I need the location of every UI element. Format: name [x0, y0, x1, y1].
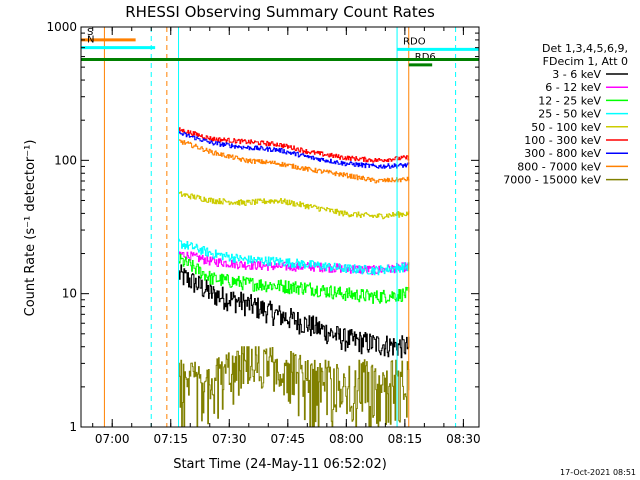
- x-axis-label: Start Time (24-May-11 06:52:02): [173, 457, 387, 472]
- y-axis-label: Count Rate (s⁻¹ detector⁻¹): [23, 140, 38, 317]
- x-tick-label-5: 08:15: [388, 432, 423, 446]
- legend-label-3: 25 - 50 keV: [538, 108, 601, 121]
- y-tick-label-1: 10: [62, 287, 77, 301]
- legend-label-5: 100 - 300 keV: [524, 134, 601, 147]
- x-tick-label-3: 07:45: [271, 432, 306, 446]
- series-line-0: [178, 264, 410, 359]
- series-line-1: [178, 251, 410, 276]
- timestamp: 17-Oct-2021 08:51: [560, 468, 636, 477]
- plot-frame: [80, 26, 480, 428]
- series-line-5: [178, 127, 410, 163]
- flag-label-1: N: [87, 35, 94, 46]
- y-tick-label-2: 100: [54, 153, 77, 167]
- flag-label-2: RDO: [403, 36, 426, 47]
- series-line-3: [178, 238, 410, 276]
- chart-title: RHESSI Observing Summary Count Rates: [125, 3, 435, 21]
- legend-header-1: FDecim 1, Att 0: [543, 55, 628, 68]
- legend-label-7: 800 - 7000 keV: [517, 160, 601, 173]
- axes: 1 10 100 1000 07:00 07:15 07:30 07:45 08:00 08:15…: [46, 20, 480, 446]
- series-line-6: [178, 131, 410, 169]
- x-tick-label-1: 07:15: [153, 432, 188, 446]
- x-tick-label-6: 08:30: [446, 432, 481, 446]
- legend-label-8: 7000 - 15000 keV: [503, 174, 601, 187]
- flag-label-3: RD6: [415, 52, 436, 63]
- x-tick-label-4: 08:00: [329, 432, 364, 446]
- series-line-2: [178, 253, 410, 304]
- legend-label-1: 6 - 12 keV: [545, 81, 601, 94]
- y-tick-label-0: 1: [69, 420, 77, 434]
- flag-label-0: S: [87, 27, 93, 38]
- y-tick-label-3: 1000: [46, 20, 77, 34]
- series-line-7: [178, 139, 410, 184]
- legend-header-0: Det 1,3,4,5,6,9,: [542, 42, 628, 55]
- legend: Det 1,3,4,5,6,9,FDecim 1, Att 03 - 6 keV…: [503, 42, 628, 187]
- plot-area: SN RDO RD6: [81, 27, 479, 428]
- legend-label-6: 300 - 800 keV: [524, 147, 601, 160]
- x-tick-label-2: 07:30: [212, 432, 247, 446]
- legend-label-4: 50 - 100 keV: [531, 121, 601, 134]
- legend-label-0: 3 - 6 keV: [552, 68, 601, 81]
- legend-label-2: 12 - 25 keV: [538, 94, 601, 107]
- series-line-4: [178, 191, 410, 220]
- x-tick-label-0: 07:00: [95, 432, 130, 446]
